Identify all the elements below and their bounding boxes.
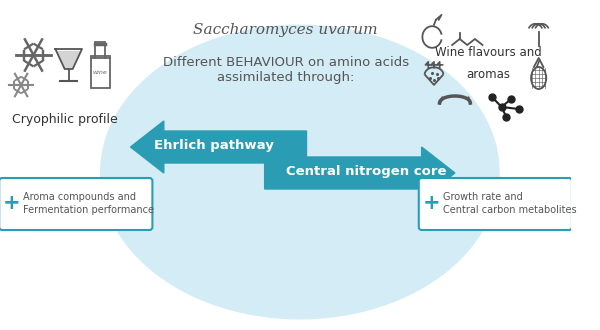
FancyBboxPatch shape xyxy=(0,178,152,230)
Text: Fermentation performance: Fermentation performance xyxy=(23,205,154,215)
FancyArrow shape xyxy=(265,147,455,199)
FancyBboxPatch shape xyxy=(419,178,572,230)
Text: Central nitrogen core: Central nitrogen core xyxy=(286,166,447,179)
Text: aromas: aromas xyxy=(466,69,510,82)
Text: Saccharomyces uvarum: Saccharomyces uvarum xyxy=(193,23,378,37)
Text: Aroma compounds and: Aroma compounds and xyxy=(23,192,136,202)
Ellipse shape xyxy=(100,24,500,319)
Text: Different BEHAVIOUR on amino acids: Different BEHAVIOUR on amino acids xyxy=(163,55,409,69)
Text: +: + xyxy=(422,193,440,213)
Text: assimilated through:: assimilated through: xyxy=(217,72,354,84)
Text: Central carbon metabolites: Central carbon metabolites xyxy=(443,205,576,215)
Text: wine: wine xyxy=(92,70,107,75)
Text: +: + xyxy=(3,193,20,213)
Text: Ehrlich pathway: Ehrlich pathway xyxy=(154,139,274,151)
Text: Cryophilic profile: Cryophilic profile xyxy=(12,114,118,126)
Text: Growth rate and: Growth rate and xyxy=(443,192,523,202)
Bar xyxy=(91,56,110,88)
FancyArrow shape xyxy=(131,121,307,173)
Bar xyxy=(95,42,105,58)
Text: Wine flavours and: Wine flavours and xyxy=(435,46,542,58)
Polygon shape xyxy=(56,51,80,68)
